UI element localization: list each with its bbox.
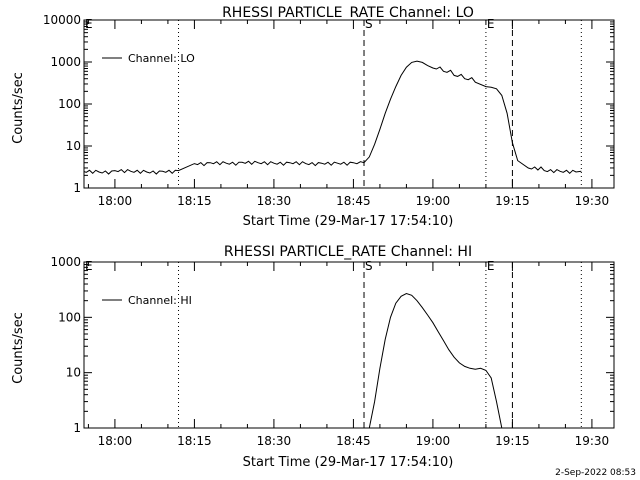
legend-label: Channel: LO (128, 52, 195, 65)
x-tick-label: 19:15 (495, 194, 530, 208)
y-tick-label: 10 (66, 366, 81, 380)
x-tick-label: 19:00 (416, 194, 451, 208)
x-tick-label: 18:00 (98, 434, 133, 448)
x-tick-label: 19:30 (575, 434, 610, 448)
x-tick-label: 19:30 (575, 194, 610, 208)
plot-area-hi: 1 10 100 1000 18:00 18:15 18:30 18:45 19:00 19:15… (50, 255, 615, 448)
event-marker-label: S (365, 259, 373, 273)
x-axis-label: Start Time (29-Mar-17 17:54:10) (243, 214, 454, 229)
x-tick-label: 18:30 (257, 194, 292, 208)
panel-lo: RHESSI PARTICLE_RATE Channel: LO 1101001… (11, 5, 615, 229)
x-tick-label: 18:15 (177, 194, 212, 208)
plot-area-lo: 1 10 100 1000 10000 18:00 18:15 18:30 18:45 19:00… (43, 13, 615, 208)
event-marker-label: E (487, 259, 495, 273)
x-tick-label: 18:45 (336, 194, 371, 208)
x-tick-label: 18:00 (98, 194, 133, 208)
y-axis-label: Counts/sec (11, 312, 26, 384)
legend-label: Channel: HI (128, 294, 192, 307)
y-tick-label: 1000 (50, 55, 81, 69)
y-tick-label: 1 (73, 181, 81, 195)
series-line (368, 292, 503, 428)
y-tick-label: 10 (66, 139, 81, 153)
corner-marker-label: E (85, 17, 93, 31)
y-tick-label: 10000 (43, 13, 81, 27)
panel-hi: RHESSI PARTICLE_RATE Channel: HI 1101001… (11, 244, 615, 470)
chart-title: RHESSI PARTICLE_RATE Channel: LO (222, 5, 474, 21)
x-tick-label: 18:30 (257, 434, 292, 448)
y-tick-label: 1000 (50, 255, 81, 269)
series-line (84, 60, 582, 175)
y-tick-label: 100 (58, 310, 81, 324)
y-tick-label: 1 (73, 421, 81, 435)
footer-date: 2-Sep-2022 08:53 (555, 468, 636, 478)
x-axis-label: Start Time (29-Mar-17 17:54:10) (243, 455, 454, 470)
event-marker-label: E (487, 17, 495, 31)
corner-marker-label: E (85, 259, 93, 273)
x-tick-label: 19:00 (416, 434, 451, 448)
event-marker-label: S (365, 17, 373, 31)
chart-title: RHESSI PARTICLE_RATE Channel: HI (224, 244, 472, 260)
y-axis-label: Counts/sec (11, 72, 26, 144)
y-tick-label: 100 (58, 97, 81, 111)
x-tick-label: 18:15 (177, 434, 212, 448)
x-tick-label: 18:45 (336, 434, 371, 448)
plot-frame (83, 261, 615, 429)
x-tick-label: 19:15 (495, 434, 530, 448)
